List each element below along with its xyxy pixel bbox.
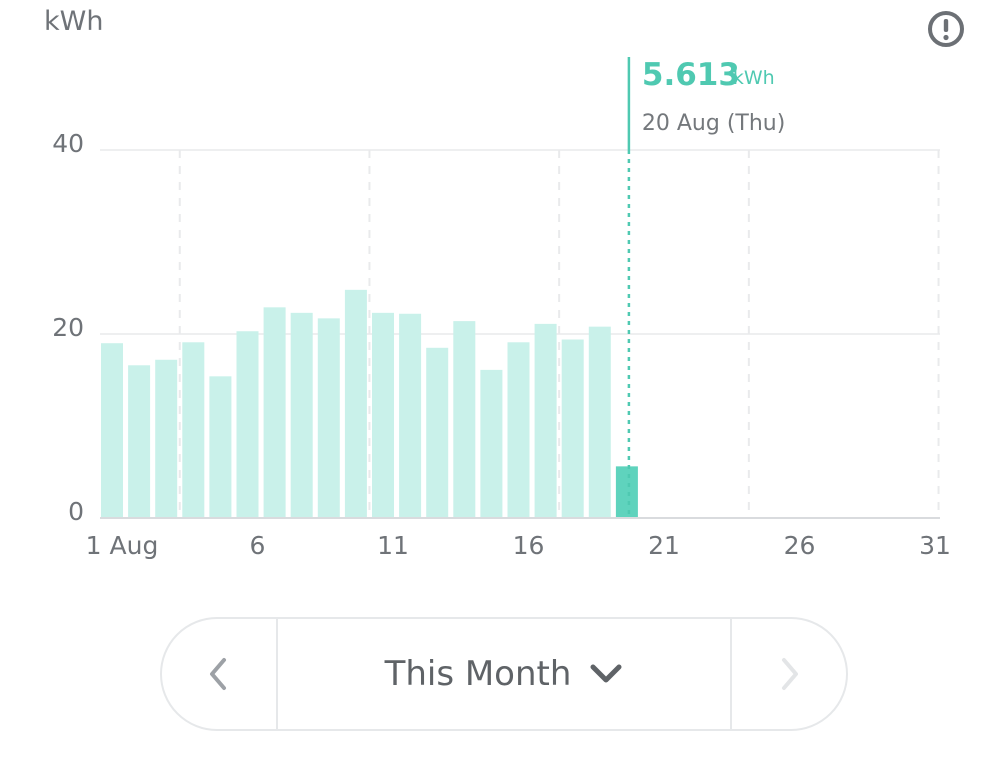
bar [534, 323, 557, 518]
axes: 0 20 40 1 Aug 6 11 16 21 26 31 [52, 129, 951, 560]
bar [507, 342, 530, 518]
bar [155, 359, 178, 518]
bar [344, 289, 367, 518]
bar [101, 343, 123, 518]
y-tick-label: 40 [52, 129, 84, 158]
y-axis-unit-label: kWh [44, 6, 104, 37]
period-dropdown[interactable]: This Month [278, 619, 730, 729]
gridlines [100, 149, 940, 518]
previous-period-button[interactable] [162, 619, 278, 729]
x-tick-label: 26 [784, 531, 816, 560]
bar [372, 312, 394, 518]
x-tick-label: 1 Aug [86, 531, 159, 560]
bar [290, 312, 313, 518]
y-tick-label: 0 [68, 497, 84, 526]
chevron-right-icon [782, 658, 798, 690]
bar [399, 313, 422, 518]
x-tick-label: 6 [250, 531, 266, 560]
period-selector: This Month [160, 617, 848, 731]
bar-selected [615, 466, 638, 518]
bar [426, 347, 449, 518]
bar [263, 307, 286, 518]
selected-date: 20 Aug (Thu) [642, 111, 785, 136]
bar [588, 326, 611, 518]
bar [128, 365, 151, 518]
info-icon[interactable] [927, 10, 965, 48]
bar [453, 321, 476, 518]
bar [209, 376, 232, 518]
bar [317, 318, 340, 518]
y-tick-label: 20 [52, 313, 84, 342]
bar [236, 331, 259, 518]
bars [101, 289, 638, 518]
period-label: This Month [384, 654, 572, 694]
next-period-button[interactable] [730, 619, 846, 729]
bar [561, 339, 584, 518]
x-tick-label: 11 [377, 531, 409, 560]
x-tick-label: 16 [513, 531, 545, 560]
selected-value: 5.613 [642, 57, 740, 93]
x-tick-label: 21 [648, 531, 680, 560]
x-tick-label: 31 [919, 531, 951, 560]
chevron-down-icon [590, 664, 622, 683]
selected-unit: kWh [733, 67, 775, 89]
bar [182, 342, 205, 518]
chevron-left-icon [210, 658, 226, 690]
bar [480, 369, 503, 518]
